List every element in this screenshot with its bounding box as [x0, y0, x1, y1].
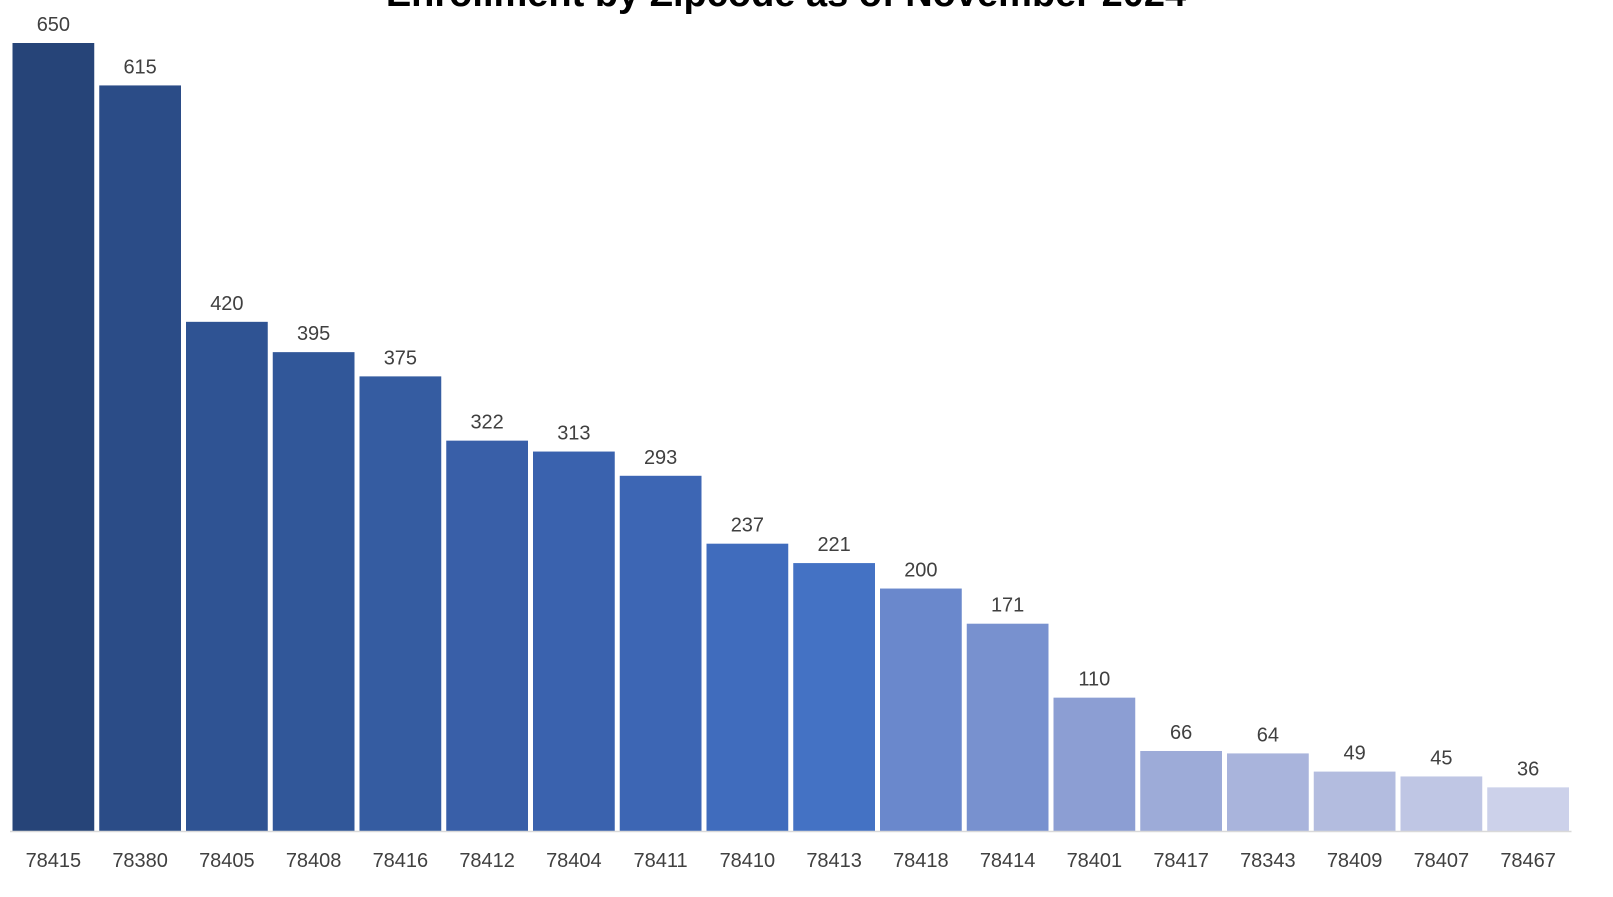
- bar-78401: [1053, 697, 1136, 831]
- category-label-78418: 78418: [893, 850, 949, 872]
- value-label-78417: 66: [1170, 722, 1192, 744]
- value-label-78414: 171: [991, 595, 1024, 617]
- bars-group: [12, 43, 1569, 832]
- bar-78407: [1400, 776, 1483, 831]
- value-label-78401: 110: [1078, 669, 1110, 691]
- category-label-78417: 78417: [1153, 850, 1209, 872]
- value-label-78418: 200: [904, 560, 937, 582]
- category-label-78404: 78404: [546, 850, 602, 872]
- bar-78418: [880, 588, 962, 831]
- category-label-78412: 78412: [459, 850, 515, 872]
- category-label-78415: 78415: [26, 850, 82, 872]
- bar-78413: [793, 563, 875, 831]
- value-label-78408: 395: [297, 323, 330, 345]
- category-label-78407: 78407: [1414, 850, 1470, 872]
- bar-78404: [533, 451, 615, 831]
- value-label-78380: 615: [123, 56, 156, 78]
- category-label-78380: 78380: [112, 850, 168, 872]
- value-label-78405: 420: [210, 293, 243, 315]
- category-labels-group: 78415 78380 78405 78408 78416 78412 78404 78411…: [26, 850, 1556, 872]
- value-label-78412: 322: [470, 412, 503, 434]
- bar-78412: [446, 440, 528, 831]
- value-label-78409: 49: [1344, 743, 1366, 765]
- category-label-78401: 78401: [1067, 850, 1123, 872]
- value-label-78343: 64: [1257, 724, 1279, 746]
- value-label-78416: 375: [384, 347, 417, 369]
- value-label-78467: 36: [1517, 758, 1539, 780]
- value-label-78404: 313: [557, 423, 590, 445]
- value-labels-group: 650 615 420 395 375 322 313 293 237 221 200 171 110 6…: [37, 14, 1540, 780]
- value-label-78407: 45: [1430, 747, 1452, 769]
- category-label-78405: 78405: [199, 850, 255, 872]
- bar-78410: [706, 543, 789, 831]
- category-label-78414: 78414: [980, 850, 1036, 872]
- value-label-78411: 293: [644, 447, 677, 469]
- bar-78409: [1313, 771, 1396, 831]
- bar-78415: [12, 43, 95, 831]
- category-label-78410: 78410: [720, 850, 776, 872]
- bar-78414: [966, 623, 1049, 831]
- bar-78416: [359, 376, 442, 831]
- value-label-78413: 221: [817, 534, 850, 556]
- value-label-78415: 650: [37, 14, 70, 36]
- category-label-78408: 78408: [286, 850, 342, 872]
- category-label-78467: 78467: [1500, 850, 1556, 872]
- chart-title: Enrollment by Zipcode as of November 202…: [386, 0, 1186, 15]
- category-label-78343: 78343: [1240, 850, 1296, 872]
- bar-78467: [1487, 787, 1569, 831]
- category-label-78413: 78413: [806, 850, 862, 872]
- bar-78408: [272, 352, 355, 831]
- bar-78405: [186, 321, 268, 831]
- bar-78417: [1140, 750, 1222, 831]
- bar-78343: [1227, 753, 1309, 831]
- category-label-78416: 78416: [373, 850, 429, 872]
- category-label-78409: 78409: [1327, 850, 1383, 872]
- value-label-78410: 237: [731, 515, 764, 537]
- bar-78411: [619, 475, 702, 831]
- bar-78380: [99, 85, 181, 832]
- category-label-78411: 78411: [634, 850, 688, 872]
